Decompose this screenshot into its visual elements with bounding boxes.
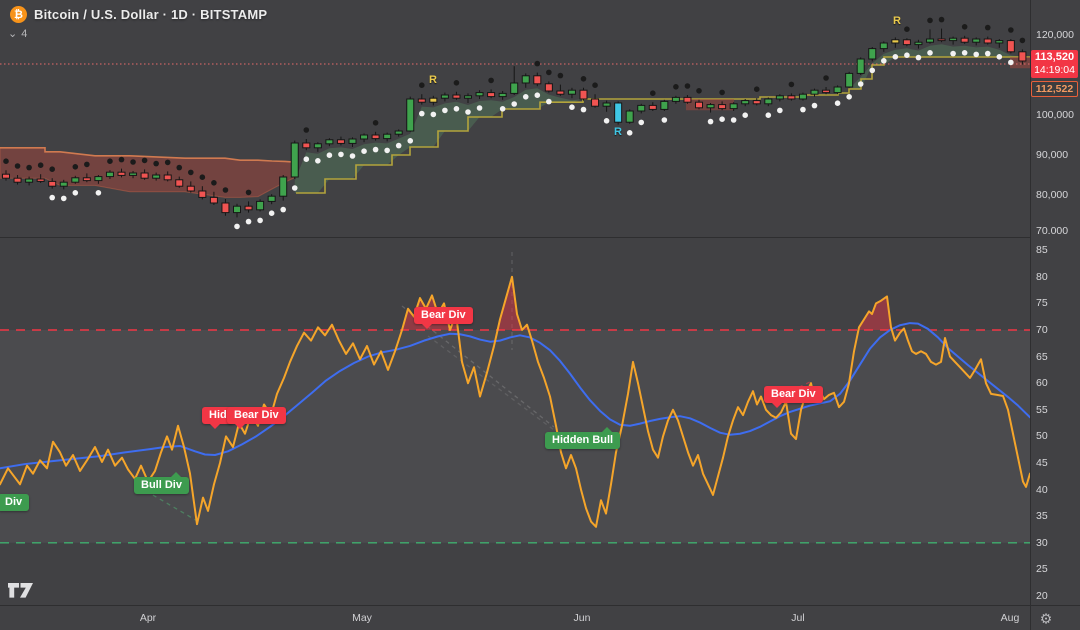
bitcoin-icon: ₿ xyxy=(10,6,27,23)
bar-countdown: 14:19:04 xyxy=(1034,64,1075,76)
reversal-signal: R xyxy=(893,15,901,27)
rsi-axis-label: 85 xyxy=(1036,244,1048,256)
rsi-axis-label: 60 xyxy=(1036,377,1048,389)
rsi-axis-label: 55 xyxy=(1036,404,1048,416)
rsi-axis-label: 65 xyxy=(1036,351,1048,363)
time-axis-label-jun: Jun xyxy=(573,612,591,624)
price-axis-label: 80,000 xyxy=(1036,189,1069,201)
time-axis-label-aug: Aug xyxy=(1000,612,1020,624)
indicator-count: 4 xyxy=(21,27,28,40)
rsi-axis-label: 45 xyxy=(1036,457,1048,469)
time-axis-label-may: May xyxy=(352,612,372,624)
rsi-axis-label: 25 xyxy=(1036,563,1048,575)
divergence-label-bull: Div xyxy=(0,494,30,511)
rsi-axis-label: 40 xyxy=(1036,484,1048,496)
rsi-axis-label: 70 xyxy=(1036,324,1048,336)
time-axis-separator xyxy=(0,605,1080,606)
reversal-signal: R xyxy=(429,74,437,86)
symbol-header[interactable]: ₿ Bitcoin / U.S. Dollar · 1D · BITSTAMP xyxy=(10,6,267,23)
chart-canvas[interactable] xyxy=(0,0,1030,605)
time-axis-label-apr: Apr xyxy=(139,612,157,624)
divergence-label-bear: Bear Div xyxy=(227,407,286,429)
rsi-axis-label: 35 xyxy=(1036,510,1048,522)
price-axis-label: 70.000 xyxy=(1036,225,1069,237)
rsi-axis-label: 30 xyxy=(1036,537,1048,549)
rsi-axis-label: 50 xyxy=(1036,430,1048,442)
price-axis-separator xyxy=(1030,0,1031,630)
divergence-label-bear: Bear Div xyxy=(764,386,823,408)
last-price-badge: 113,520 14:19:04 xyxy=(1031,50,1078,78)
chevron-down-icon[interactable]: ⌄ xyxy=(8,28,18,40)
price-axis-label: 120,000 xyxy=(1036,29,1074,41)
indicator-collapse-row[interactable]: ⌄ 4 xyxy=(8,27,28,41)
rsi-axis-label: 80 xyxy=(1036,271,1048,283)
divergence-label-bear: Bear Div xyxy=(414,307,473,329)
reversal-signal: R xyxy=(614,126,622,138)
time-axis-label-jul: Jul xyxy=(791,612,805,624)
rsi-axis-label: 75 xyxy=(1036,297,1048,309)
divergence-label-bull: Hidden Bull xyxy=(545,427,621,449)
price-axis-label: 100,000 xyxy=(1036,109,1074,121)
price-axis-label: 90,000 xyxy=(1036,149,1069,161)
gear-icon[interactable]: ⚙ xyxy=(1039,610,1053,627)
divergence-label-bear: Hid xyxy=(202,407,234,429)
pane-separator[interactable] xyxy=(0,237,1030,238)
divergence-label-bull: Bull Div xyxy=(134,472,189,494)
symbol-title[interactable]: Bitcoin / U.S. Dollar · 1D · BITSTAMP xyxy=(34,7,268,22)
last-price-value: 113,520 xyxy=(1034,51,1075,63)
tradingview-logo[interactable] xyxy=(8,583,35,603)
stop-price-label: 112,522 xyxy=(1031,81,1078,97)
rsi-axis-label: 20 xyxy=(1036,590,1048,602)
